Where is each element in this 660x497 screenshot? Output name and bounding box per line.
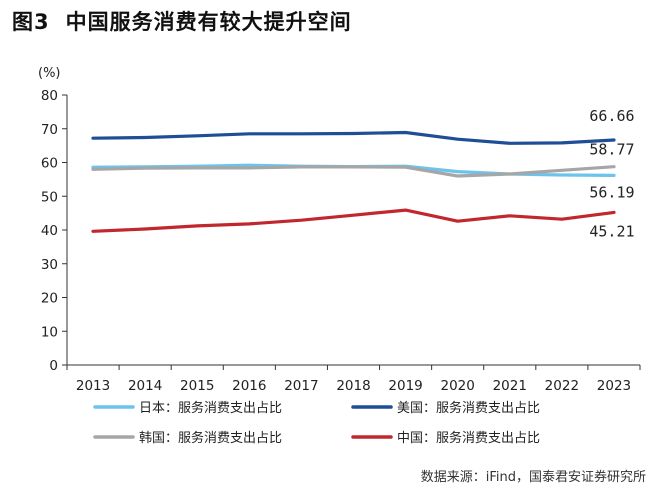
x-tick-label: 2013 — [76, 378, 110, 394]
x-tick-label: 2022 — [545, 378, 579, 394]
y-tick-label: 40 — [41, 223, 58, 239]
source-note: 数据来源：iFind，国泰君安证券研究所 — [420, 470, 646, 485]
line-chart: 0 10 20 30 40 50 60 70 80 (%) 2013 2014 2015 2016 2017… — [38, 66, 641, 446]
x-tick-label: 2023 — [597, 378, 631, 394]
figure-number: 图3 — [12, 10, 50, 34]
x-tick-label: 2016 — [232, 378, 266, 394]
y-tick-label: 10 — [41, 324, 58, 340]
data-label: 58.77 — [589, 141, 634, 159]
y-tick-label: 20 — [41, 291, 58, 307]
data-label: 56.19 — [589, 183, 634, 201]
x-tick-label: 2020 — [441, 378, 475, 394]
figure-title-text: 中国服务消费有较大提升空间 — [65, 10, 352, 34]
legend-label: 中国：服务消费支出占比 — [397, 430, 540, 446]
series-line-2 — [91, 165, 616, 178]
y-axis-label: (%) — [38, 66, 61, 81]
x-tick-label: 2015 — [180, 378, 214, 394]
chart-axes: 0 10 20 30 40 50 60 70 80 (%) 2013 2014 2015 2016 2017… — [38, 66, 641, 394]
data-label: 45.21 — [589, 222, 634, 240]
y-tick-label: 80 — [41, 88, 58, 104]
x-tick-label: 2014 — [128, 378, 162, 394]
x-tick-label: 2017 — [284, 378, 318, 394]
series-line-3 — [91, 208, 616, 233]
chart-data-labels: 66.66 58.77 56.19 45.21 — [589, 107, 634, 240]
series-line-1 — [91, 130, 616, 145]
y-tick-label: 50 — [41, 189, 58, 205]
y-tick-label: 70 — [41, 122, 58, 138]
y-tick-label: 60 — [41, 156, 58, 172]
figure-title: 图3 中国服务消费有较大提升空间 — [12, 6, 352, 36]
legend-label: 韩国：服务消费支出占比 — [139, 430, 282, 446]
x-tick-label: 2019 — [388, 378, 422, 394]
y-tick-label: 0 — [49, 358, 58, 374]
y-tick-label: 30 — [41, 257, 58, 273]
legend-label: 美国：服务消费支出占比 — [397, 400, 540, 416]
data-label: 66.66 — [589, 107, 634, 125]
chart-series — [91, 130, 616, 233]
legend-label: 日本：服务消费支出占比 — [139, 400, 282, 416]
x-tick-label: 2018 — [336, 378, 370, 394]
x-tick-label: 2021 — [493, 378, 527, 394]
